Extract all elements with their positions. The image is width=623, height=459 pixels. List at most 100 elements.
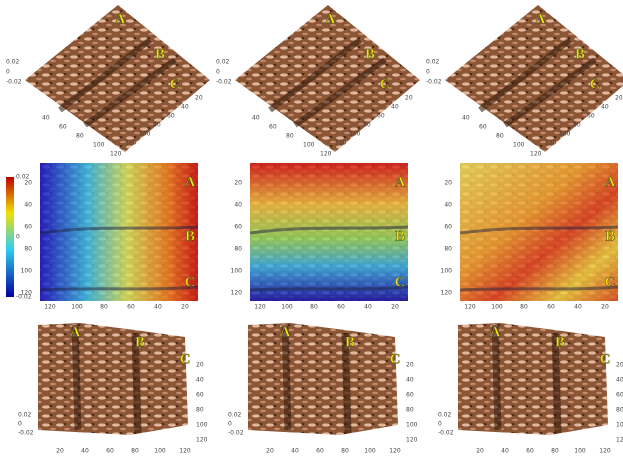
region-marker: C — [185, 274, 196, 290]
y-tick-label: 60 — [587, 113, 595, 120]
x-tick-label: 100 — [93, 142, 105, 149]
y-tick-label: 40 — [181, 104, 189, 111]
z-tick-label: 0.02 — [426, 59, 440, 66]
x-tick-label: 60 — [269, 124, 277, 131]
x-tick-label: 60 — [316, 448, 324, 455]
y-tick-label: 60 — [167, 113, 175, 120]
region-marker: B — [345, 334, 355, 350]
y-tick-label: 60 — [234, 224, 242, 231]
texture — [250, 163, 408, 301]
surface — [248, 323, 398, 435]
region-marker: A — [535, 11, 546, 27]
panel: 0.02 0 -0.02 20 40 60 80 100 120 20 40 60 80 100 120 A B… — [228, 323, 418, 455]
z-tick-label: 0.02 — [228, 412, 242, 419]
z-tick-label: -0.02 — [228, 430, 244, 437]
z-tick-label: 0 — [18, 421, 22, 428]
x-tick-label: 80 — [496, 133, 504, 140]
y-tick-label: 120 — [406, 437, 418, 444]
region-marker: C — [170, 76, 181, 92]
panel: 0.02 0 -0.02 20 40 60 80 100 120 20 40 60 80 100 120 A B… — [438, 323, 623, 455]
x-tick-label: 40 — [154, 304, 162, 311]
y-tick-label: 40 — [616, 377, 623, 384]
y-tick-label: 20 — [24, 180, 32, 187]
z-tick-label: -0.02 — [18, 430, 34, 437]
x-tick-label: 20 — [391, 304, 399, 311]
colorbar-tick-label: 0.02 — [16, 174, 30, 181]
x-tick-label: 120 — [320, 151, 332, 158]
surface — [458, 323, 608, 435]
x-tick-label: 60 — [337, 304, 345, 311]
y-tick-label: 80 — [573, 122, 581, 129]
ridge — [491, 324, 562, 434]
z-tick-label: -0.02 — [6, 79, 22, 86]
y-tick-label: 80 — [24, 246, 32, 253]
x-tick-label: 60 — [59, 124, 67, 131]
surface — [38, 323, 188, 435]
x-tick-label: 100 — [491, 304, 503, 311]
region-marker: B — [185, 228, 195, 244]
x-tick-label: 120 — [464, 304, 476, 311]
x-tick-label: 40 — [81, 448, 89, 455]
x-tick-label: 120 — [389, 448, 401, 455]
x-tick-label: 60 — [127, 304, 135, 311]
x-tick-label: 80 — [310, 304, 318, 311]
region-marker: C — [380, 76, 391, 92]
y-tick-label: 80 — [444, 246, 452, 253]
x-tick-label: 120 — [110, 151, 122, 158]
y-tick-label: 80 — [406, 407, 414, 414]
region-marker: C — [590, 76, 601, 92]
x-tick-label: 100 — [364, 448, 376, 455]
x-tick-label: 80 — [100, 304, 108, 311]
y-tick-label: 20 — [616, 362, 623, 369]
z-tick-label: 0 — [426, 69, 430, 76]
region-marker: C — [395, 274, 406, 290]
region-marker: A — [325, 11, 336, 27]
x-tick-label: 20 — [266, 448, 274, 455]
panel: 0.02 0 -0.02 20 40 60 80 100 120 20 40 60 80 100 120 A B… — [18, 323, 208, 455]
y-tick-label: 60 — [406, 392, 414, 399]
y-tick-label: 100 — [21, 268, 33, 275]
x-tick-label: 100 — [513, 142, 525, 149]
y-tick-label: 120 — [545, 140, 557, 147]
x-tick-label: 60 — [526, 448, 534, 455]
y-tick-label: 100 — [196, 422, 208, 429]
z-tick-label: 0 — [6, 69, 10, 76]
x-tick-label: 60 — [479, 124, 487, 131]
x-tick-label: 100 — [574, 448, 586, 455]
z-tick-label: -0.02 — [426, 79, 442, 86]
y-tick-label: 120 — [616, 437, 623, 444]
x-tick-label: 80 — [520, 304, 528, 311]
colorbar-tick-label: -0.02 — [16, 294, 32, 301]
z-tick-label: 0.02 — [6, 59, 20, 66]
z-tick-label: 0 — [216, 69, 220, 76]
region-marker: A — [280, 324, 291, 340]
region-marker: B — [605, 228, 615, 244]
texture — [40, 163, 198, 301]
region-marker: B — [395, 228, 405, 244]
region-marker: A — [115, 11, 126, 27]
y-tick-label: 80 — [153, 122, 161, 129]
y-tick-label: 100 — [559, 131, 571, 138]
y-tick-label: 40 — [406, 377, 414, 384]
y-tick-label: 120 — [125, 140, 137, 147]
x-tick-label: 120 — [254, 304, 266, 311]
y-tick-label: 60 — [444, 224, 452, 231]
region-marker: A — [605, 174, 616, 190]
x-tick-label: 20 — [181, 304, 189, 311]
y-tick-label: 20 — [234, 180, 242, 187]
y-tick-label: 60 — [377, 113, 385, 120]
x-tick-label: 40 — [574, 304, 582, 311]
region-marker: C — [600, 351, 611, 367]
ridge — [459, 225, 619, 292]
y-tick-label: 100 — [139, 131, 151, 138]
y-tick-label: 20 — [444, 180, 452, 187]
y-tick-label: 100 — [349, 131, 361, 138]
x-tick-label: 20 — [56, 448, 64, 455]
ridge — [281, 324, 352, 434]
x-tick-label: 80 — [286, 133, 294, 140]
y-tick-label: 40 — [24, 202, 32, 209]
ridge — [249, 225, 409, 292]
